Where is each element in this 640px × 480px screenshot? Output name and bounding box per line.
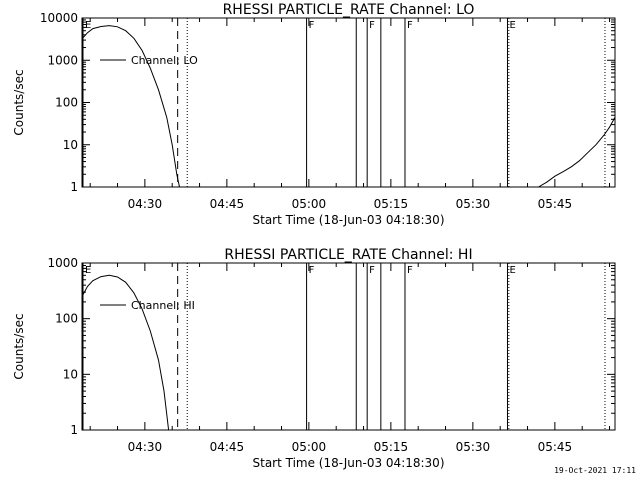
- x-tick-label: 05:00: [292, 197, 327, 211]
- x-tick-label: 04:45: [210, 440, 245, 454]
- series-line: [81, 274, 170, 431]
- marker-label: E: [85, 265, 91, 276]
- x-tick-label: 05:15: [374, 197, 409, 211]
- chart-panel-1: RHESSI PARTICLE_RATE Channel: LO 1 10 100 10…: [12, 2, 616, 227]
- x-axis-label: Start Time (18-Jun-03 04:18:30): [253, 213, 445, 227]
- y-tick-label: 1000: [47, 53, 78, 67]
- y-tick-label: 10: [63, 367, 78, 381]
- chart-title: RHESSI PARTICLE_RATE Channel: HI: [224, 247, 472, 263]
- marker-label: F: [369, 20, 375, 31]
- marker-label: F: [309, 20, 315, 31]
- marker-label: F: [407, 265, 413, 276]
- y-tick-label: 100: [55, 312, 78, 326]
- y-tick-label: 1000: [47, 256, 78, 270]
- plot-timestamp: 19-Oct-2021 17:11: [554, 466, 636, 475]
- x-tick-label: 05:30: [456, 197, 491, 211]
- marker-label: E: [509, 20, 515, 31]
- y-axis-label: Counts/sec: [12, 69, 26, 135]
- marker-label: F: [407, 20, 413, 31]
- marker-label: E: [509, 265, 515, 276]
- y-tick-label: 100: [55, 96, 78, 110]
- x-tick-label: 05:30: [456, 440, 491, 454]
- x-axis-label: Start Time (18-Jun-03 04:18:30): [253, 456, 445, 470]
- legend-label: Channel: HI: [131, 299, 195, 312]
- x-tick-label: 05:45: [538, 197, 573, 211]
- x-tick-label: 05:00: [292, 440, 327, 454]
- y-axis-label: Counts/sec: [12, 313, 26, 379]
- y-tick-label: 1: [70, 180, 78, 194]
- x-tick-label: 05:45: [538, 440, 573, 454]
- x-tick-label: 04:45: [210, 197, 245, 211]
- legend-label: Channel: LO: [131, 54, 198, 67]
- series-line: [81, 25, 180, 188]
- y-tick-label: 10: [63, 138, 78, 152]
- x-tick-label: 04:30: [128, 440, 163, 454]
- chart-title: RHESSI PARTICLE_RATE Channel: LO: [223, 2, 475, 18]
- plot-frame: [81, 262, 616, 431]
- x-tick-label: 04:30: [128, 197, 163, 211]
- marker-label: F: [369, 265, 375, 276]
- chart-panel-2: RHESSI PARTICLE_RATE Channel: HI 1 10 100 10…: [12, 247, 616, 470]
- series-line: [538, 116, 616, 188]
- x-tick-label: 05:15: [374, 440, 409, 454]
- y-tick-label: 10000: [40, 11, 78, 25]
- y-tick-label: 1: [70, 423, 78, 437]
- marker-label: E: [85, 20, 91, 31]
- marker-label: F: [309, 265, 315, 276]
